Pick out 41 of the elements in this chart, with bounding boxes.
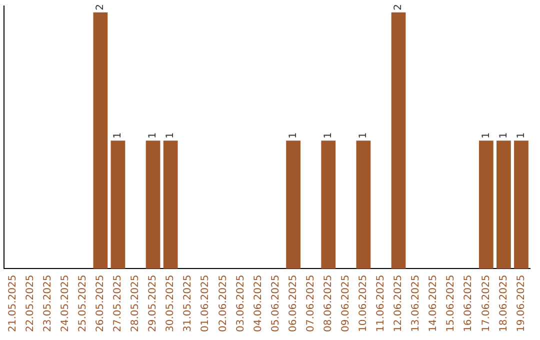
data-label: 1: [358, 132, 370, 139]
x-tick-label: 22.05.2025: [24, 274, 36, 332]
x-tick-label: 24.05.2025: [60, 274, 71, 332]
data-label: 1: [322, 132, 334, 139]
x-tick-label: 26.05.2025: [95, 274, 106, 332]
x-tick-label: 30.05.2025: [165, 274, 176, 332]
x-tick-label: 03.06.2025: [235, 274, 246, 332]
data-label: 1: [516, 132, 527, 139]
x-tick-label: 15.06.2025: [446, 274, 457, 332]
x-tick-label: 05.06.2025: [270, 274, 282, 332]
data-label: 2: [95, 4, 106, 10]
x-tick-label: 19.06.2025: [516, 274, 527, 332]
x-tick-label: 09.06.2025: [340, 274, 352, 332]
x-tick-label: 06.06.2025: [288, 274, 299, 332]
x-tick-label: 29.05.2025: [148, 274, 159, 332]
data-label: 1: [288, 132, 299, 139]
x-tick-label: 18.06.2025: [498, 274, 510, 332]
x-tick-label: 31.05.2025: [182, 274, 194, 332]
x-tick-label: 17.06.2025: [480, 274, 492, 332]
data-label: 1: [148, 132, 159, 139]
data-label: 2: [393, 4, 404, 10]
x-tick-label: 10.06.2025: [358, 274, 370, 332]
x-tick-label: 04.06.2025: [252, 274, 264, 332]
x-tick-label: 13.06.2025: [410, 274, 422, 332]
x-tick-label: 16.06.2025: [463, 274, 474, 332]
x-tick-label: 25.05.2025: [77, 274, 88, 332]
x-tick-label: 01.06.2025: [200, 274, 212, 332]
x-tick-label: 12.06.2025: [393, 274, 404, 332]
x-tick-label: 14.06.2025: [428, 274, 440, 332]
data-label: 1: [498, 132, 510, 139]
data-label: 1: [165, 132, 176, 139]
x-tick-label: 21.05.2025: [7, 274, 18, 332]
x-tick-label: 08.06.2025: [322, 274, 334, 332]
x-tick-label: 07.06.2025: [305, 274, 316, 332]
x-tick-label: 28.05.2025: [130, 274, 142, 332]
data-label: 1: [112, 132, 124, 139]
x-tick-label: 23.05.2025: [42, 274, 54, 332]
x-tick-label: 02.06.2025: [218, 274, 229, 332]
x-tick-label: 27.05.2025: [112, 274, 124, 332]
x-tick-label: 11.06.2025: [376, 274, 387, 332]
data-label: 1: [480, 132, 492, 139]
